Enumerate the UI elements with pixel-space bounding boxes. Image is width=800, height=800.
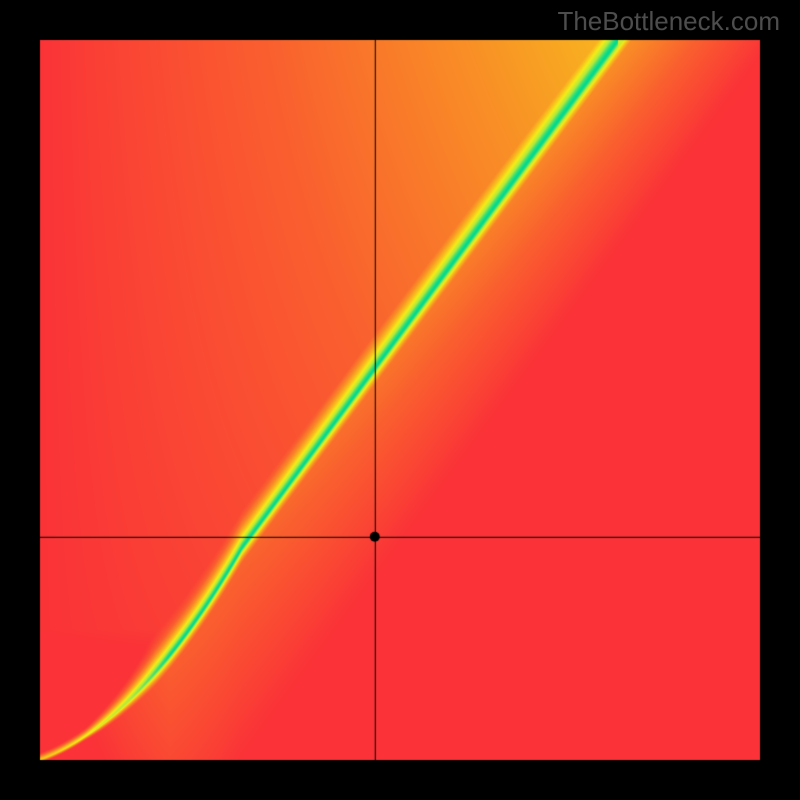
bottleneck-heatmap [0,0,800,800]
watermark-text: TheBottleneck.com [557,6,780,37]
chart-container: TheBottleneck.com [0,0,800,800]
